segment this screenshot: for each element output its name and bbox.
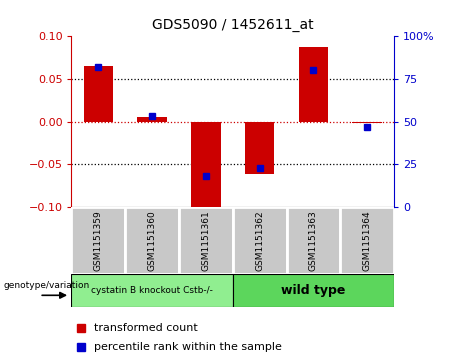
Text: percentile rank within the sample: percentile rank within the sample <box>94 342 282 352</box>
Text: GSM1151361: GSM1151361 <box>201 210 210 271</box>
Text: cystatin B knockout Cstb-/-: cystatin B knockout Cstb-/- <box>91 286 213 295</box>
Text: GSM1151364: GSM1151364 <box>363 210 372 271</box>
Text: GSM1151360: GSM1151360 <box>148 210 157 271</box>
Bar <box>179 207 233 274</box>
Bar <box>83 66 113 122</box>
Text: wild type: wild type <box>281 284 346 297</box>
Bar <box>125 207 179 274</box>
Text: GSM1151362: GSM1151362 <box>255 210 264 271</box>
Text: genotype/variation: genotype/variation <box>4 281 90 290</box>
Text: GSM1151359: GSM1151359 <box>94 210 103 271</box>
Bar <box>191 122 221 209</box>
Bar <box>353 122 382 123</box>
Bar <box>137 117 167 122</box>
Bar <box>233 207 287 274</box>
Bar <box>340 207 394 274</box>
Bar <box>71 207 125 274</box>
Bar <box>71 274 233 307</box>
Bar <box>245 122 274 175</box>
Bar <box>287 207 340 274</box>
Title: GDS5090 / 1452611_at: GDS5090 / 1452611_at <box>152 19 313 33</box>
Text: transformed count: transformed count <box>94 323 198 333</box>
Text: GSM1151363: GSM1151363 <box>309 210 318 271</box>
Bar <box>233 274 394 307</box>
Bar <box>299 46 328 122</box>
